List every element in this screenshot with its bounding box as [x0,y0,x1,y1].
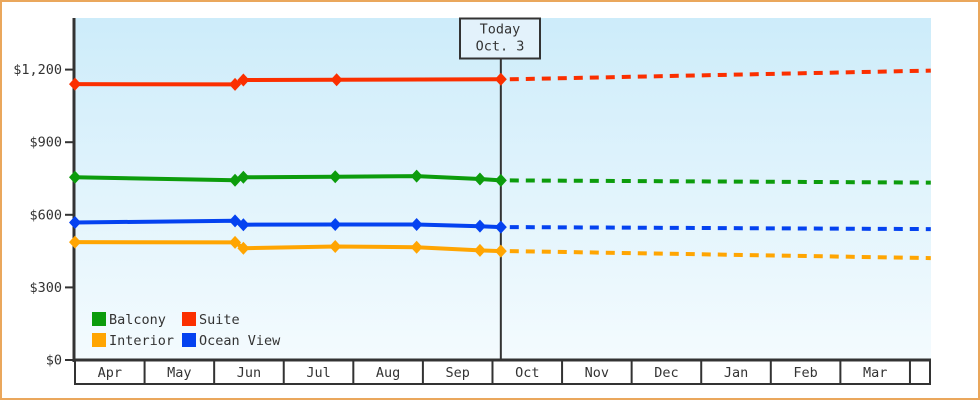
series-marker-interior [410,240,423,254]
series-marker-ocean-view [69,216,81,230]
x-axis-month-label: Aug [376,365,400,381]
series-forecast-balcony [509,178,931,185]
series-marker-balcony [494,173,507,187]
x-axis-month-label: Oct [515,365,539,381]
x-axis-month-label: Sep [445,365,469,381]
today-date-label: Oct. 3 [476,39,525,55]
series-marker-ocean-view [473,219,486,233]
series-marker-balcony [69,170,81,184]
month-band-divider [700,360,703,384]
series-marker-balcony [237,170,250,184]
x-axis-month-label: Jun [237,365,261,381]
month-band-divider [630,360,633,384]
y-axis-tick-label: $300 [29,280,62,296]
y-axis-tick-label: $600 [29,207,62,223]
series-marker-suite [494,72,507,86]
y-axis-tick [65,359,75,361]
month-band-divider [839,360,842,384]
legend-label-suite: Suite [199,312,240,328]
plot-area [75,18,931,360]
legend: Balcony Suite Interior Ocean View [92,312,281,349]
month-band-divider [352,360,355,384]
series-marker-ocean-view [237,218,250,232]
y-axis-tick-label: $900 [29,135,62,151]
today-annotation-box: Today Oct. 3 [459,17,541,60]
legend-swatch-interior [92,333,106,347]
month-band-divider [561,360,564,384]
series-marker-suite [330,73,343,87]
series-forecast-ocean-view [509,225,931,232]
x-axis-month-label: May [167,365,191,381]
series-marker-ocean-view [494,220,507,234]
series-marker-suite [69,77,81,91]
series-marker-ocean-view [329,217,342,231]
legend-swatch-balcony [92,312,106,326]
y-axis-tick [65,68,75,71]
x-axis-month-label: Dec [654,365,678,381]
y-axis-tick [65,213,75,216]
month-band-divider [213,360,216,384]
x-axis-month-label: Mar [863,365,887,381]
x-axis-month-label: Nov [585,365,609,381]
series-marker-ocean-view [410,217,423,231]
month-band-bottom-line [74,383,931,385]
today-label: Today [480,22,521,38]
x-axis-month-label: Feb [793,365,817,381]
month-band-divider [143,360,146,384]
legend-label-ocean-view: Ocean View [199,333,281,349]
series-marker-interior [229,235,242,249]
today-box-frame [459,17,541,60]
x-axis-month-label: Jul [306,365,330,381]
series-marker-interior [237,241,250,255]
series-marker-interior [69,235,81,249]
legend-swatch-suite [182,312,196,326]
x-axis-month-label: Jan [724,365,748,381]
month-band-divider [769,360,772,384]
today-vertical-line [499,57,502,360]
series-marker-interior [329,240,342,254]
legend-label-balcony: Balcony [109,312,166,328]
chart-layers: $0 $300 $600 $900 $1,200 Apr May Jun Jul Aug Sep Oc… [13,18,931,385]
series-forecast-interior [509,249,931,261]
series-marker-balcony [473,172,486,186]
y-axis-tick [65,141,75,144]
y-axis-tick [65,286,75,289]
month-band-divider [929,360,931,384]
month-band-divider [908,360,911,384]
month-band-divider [282,360,285,384]
series-marker-interior [473,243,486,257]
series-forecast-suite [509,68,931,82]
legend-label-interior: Interior [109,333,174,349]
series-marker-balcony [329,170,342,184]
series-marker-suite [229,77,242,91]
legend-swatch-ocean-view [182,333,196,347]
month-band-divider [491,360,494,384]
series-marker-interior [494,244,507,258]
x-axis-month-label: Apr [98,365,122,381]
month-band-divider [74,360,76,384]
y-axis-tick-label: $1,200 [13,62,62,78]
y-axis-line [72,18,76,362]
month-band-divider [421,360,424,384]
series-marker-suite [237,73,250,87]
series-marker-balcony [410,169,423,183]
y-axis-tick-label: $0 [46,353,62,369]
